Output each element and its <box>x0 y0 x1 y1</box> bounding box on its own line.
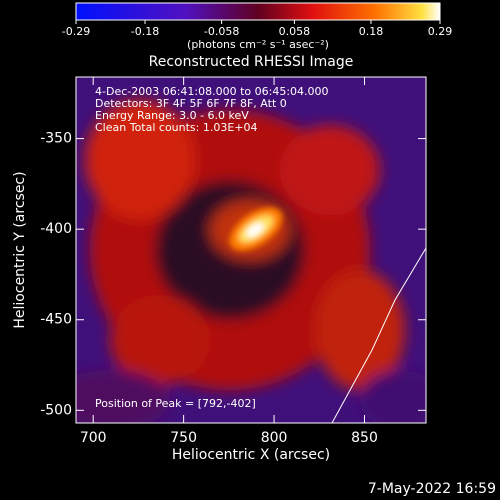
x-tick-label: 850 <box>351 430 378 446</box>
annotation: 4-Dec-2003 06:41:08.000 to 06:45:04.000 <box>95 85 329 98</box>
y-tick-label: -400 <box>40 221 72 237</box>
y-tick-label: -450 <box>40 312 72 328</box>
y-tick-label: -500 <box>40 402 72 418</box>
colorbar-label: (photons cm⁻² s⁻¹ asec⁻²) <box>187 38 329 51</box>
x-tick-label: 800 <box>261 430 288 446</box>
x-tick-label: 750 <box>170 430 197 446</box>
image <box>76 77 426 423</box>
colorbar-tick-label: -0.29 <box>62 25 90 38</box>
colorbar-tick-label: -0.058 <box>204 25 239 38</box>
colorbar-tick-label: 0.29 <box>428 25 453 38</box>
y-axis-label: Heliocentric Y (arcsec) <box>12 171 28 328</box>
chart-title: Reconstructed RHESSI Image <box>149 54 354 70</box>
annotation: Energy Range: 3.0 - 6.0 keV <box>95 109 249 122</box>
annotation: Clean Total counts: 1.03E+04 <box>95 121 258 134</box>
colorbar-tick-label: 0.058 <box>279 25 311 38</box>
peak-label: Position of Peak = [792,-402] <box>95 397 256 410</box>
plot-frame <box>75 76 427 424</box>
limb-line <box>331 247 426 423</box>
y-tick-label: -350 <box>40 131 72 147</box>
annotation: Detectors: 3F 4F 5F 6F 7F 8F, Att 0 <box>95 97 287 110</box>
x-tick-label: 700 <box>80 430 107 446</box>
peak <box>229 207 283 251</box>
timestamp: 7-May-2022 16:59 <box>368 481 496 497</box>
colorbar-tick-label: -0.18 <box>131 25 159 38</box>
x-axis-label: Heliocentric X (arcsec) <box>172 447 330 463</box>
colorbar-tick-label: 0.18 <box>359 25 384 38</box>
colorbar <box>75 2 441 21</box>
annotations: 4-Dec-2003 06:41:08.000 to 06:45:04.000D… <box>95 85 329 134</box>
